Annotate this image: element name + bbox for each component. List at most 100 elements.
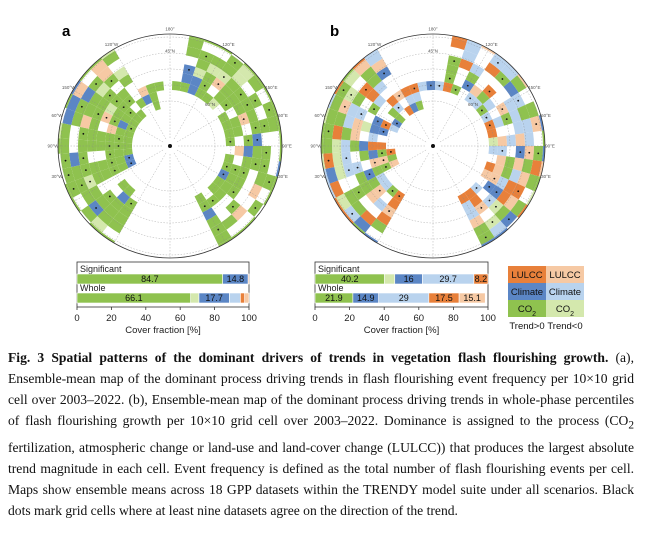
map-a-agreement-dot — [95, 83, 97, 85]
map-b-agreement-dot — [365, 88, 367, 91]
map-b-grid-cell — [503, 97, 518, 113]
map-a-graticule-label: 30°W — [51, 174, 63, 179]
map-a-graticule-label: 60°N — [205, 102, 215, 107]
map-b-agreement-dot — [438, 84, 441, 87]
map-b-grid-cell — [450, 37, 467, 50]
map-b-agreement-dot — [381, 152, 383, 155]
map-b-grid-cell — [488, 136, 498, 146]
map-b-grid-cell — [503, 194, 519, 211]
map-b-graticule-label: 90°E — [545, 144, 555, 149]
map-a-agreement-dot — [129, 111, 132, 114]
map-a-grid-cell — [226, 92, 241, 107]
bars-b-segment-label: 8.2 — [475, 274, 488, 284]
map-b-agreement-dot — [488, 90, 491, 93]
map-a-meridian-line — [173, 48, 227, 140]
map-a-latitude-line — [108, 84, 232, 208]
map-b-grid-cell — [386, 94, 399, 108]
map-b-grid-cell — [484, 161, 496, 173]
map-b-grid-cell — [500, 64, 518, 82]
bars-b-segment-label: 17.5 — [435, 293, 453, 303]
map-b-grid-cell — [387, 153, 398, 163]
legend-swatch-positive — [508, 283, 546, 300]
map-a-grid-cell — [221, 119, 233, 131]
map-b-grid-cell — [469, 63, 485, 78]
map-a-grid-cell — [190, 75, 203, 88]
map-a-agreement-dot — [225, 104, 228, 107]
map-b-grid-cell — [332, 152, 344, 167]
map-a-agreement-dot — [80, 184, 83, 187]
map-a-meridian-line — [176, 149, 268, 203]
map-b-map-border — [320, 33, 546, 259]
map-a-agreement-dot — [211, 199, 214, 202]
map-b-grid-cell — [465, 71, 480, 85]
map-b-agreement-dot — [501, 108, 504, 111]
map-b-agreement-dot — [489, 244, 492, 247]
map-a-graticule-label: 120°W — [105, 42, 119, 47]
map-b-agreement-dot — [448, 77, 451, 80]
map-b-grid-cell — [359, 180, 374, 195]
map-b-grid-cell — [510, 199, 527, 217]
map-b-agreement-dot — [517, 99, 520, 102]
map-b-meridian-line — [436, 152, 490, 244]
map-b-grid-cell — [480, 168, 493, 181]
map-a-graticule-label: 90°E — [282, 144, 292, 149]
map-b-grid-cell — [508, 168, 522, 184]
map-a-agreement-dot — [263, 125, 266, 127]
map-b-grid-cell — [497, 135, 507, 146]
map-b-grid-cell — [388, 158, 400, 169]
map-b-grid-cell — [360, 120, 372, 133]
map-a-grid-cell — [206, 214, 222, 229]
map-a-grid-cell — [117, 178, 130, 192]
map-b-grid-cell — [495, 176, 509, 190]
map-a-grid-cell — [97, 66, 114, 83]
map-b-grid-cell — [360, 209, 377, 226]
map-b-grid-cell — [461, 49, 478, 64]
map-a-grid-cell — [181, 73, 193, 85]
map-a-grid-cell — [136, 108, 147, 120]
bars-b-x-axis-label: Cover fraction [%] — [364, 325, 440, 336]
map-a-grid-cell — [97, 209, 114, 226]
map-b-grid-cell — [368, 149, 379, 160]
map-a-grid-cell — [194, 192, 207, 205]
map-a-agreement-dot — [242, 118, 245, 121]
map-a-grid-cell — [207, 97, 220, 111]
map-a-agreement-dot — [256, 138, 259, 141]
map-a-grid-cell — [195, 58, 211, 72]
map-a-grid-cell — [225, 172, 238, 186]
map-a: 180° 45°N 120°E 120°W 60°W 60°E 30°E 30°W 150°E 1… — [47, 27, 292, 259]
caption-text-1: (a), Ensemble-mean map of the dominant p… — [8, 350, 634, 428]
bars-b-tick-label: 20 — [344, 313, 355, 324]
bars-b-segment-label: 29 — [399, 293, 409, 303]
map-a-grid-cell — [213, 91, 227, 105]
map-a-agreement-dot — [232, 191, 235, 194]
bars-a-segment-label: 84.7 — [141, 274, 159, 284]
map-a-grid-cell — [83, 102, 97, 118]
map-b-grid-cell — [492, 115, 505, 129]
map-a-grid-cell — [232, 102, 246, 116]
map-b-graticule-label: 60°N — [468, 102, 478, 107]
bars-a-tick-label: 60 — [175, 313, 186, 324]
map-a-grid-cell — [88, 91, 103, 108]
map-b-grid-cell — [343, 114, 356, 129]
map-b-grid-cell — [525, 101, 539, 119]
map-a-meridian-line — [173, 152, 227, 244]
map-b-grid-cell — [355, 171, 368, 185]
map-b-grid-cell — [445, 64, 459, 76]
map-a-grid-cell — [245, 108, 259, 124]
legend-label-negative: LULCC — [549, 270, 580, 281]
map-a-grid-cell — [231, 227, 250, 245]
map-b-agreement-dot — [319, 161, 321, 163]
map-b-agreement-dot — [501, 78, 504, 80]
map-a-grid-cell — [87, 128, 98, 141]
map-a-agreement-dot — [276, 184, 279, 187]
map-a-grid-cell — [223, 128, 235, 139]
map-b-agreement-dot — [505, 118, 508, 121]
map-b-grid-cell — [329, 180, 344, 198]
map-b-grid-cell — [365, 189, 380, 204]
map-a-grid-cell — [179, 81, 191, 93]
map-a-agreement-dot — [115, 100, 118, 103]
map-a-agreement-dot — [80, 105, 83, 108]
bars-a-x-axis-label: Cover fraction [%] — [125, 325, 201, 336]
map-b-agreement-dot — [385, 166, 387, 168]
map-b-meridian-line — [376, 48, 430, 140]
